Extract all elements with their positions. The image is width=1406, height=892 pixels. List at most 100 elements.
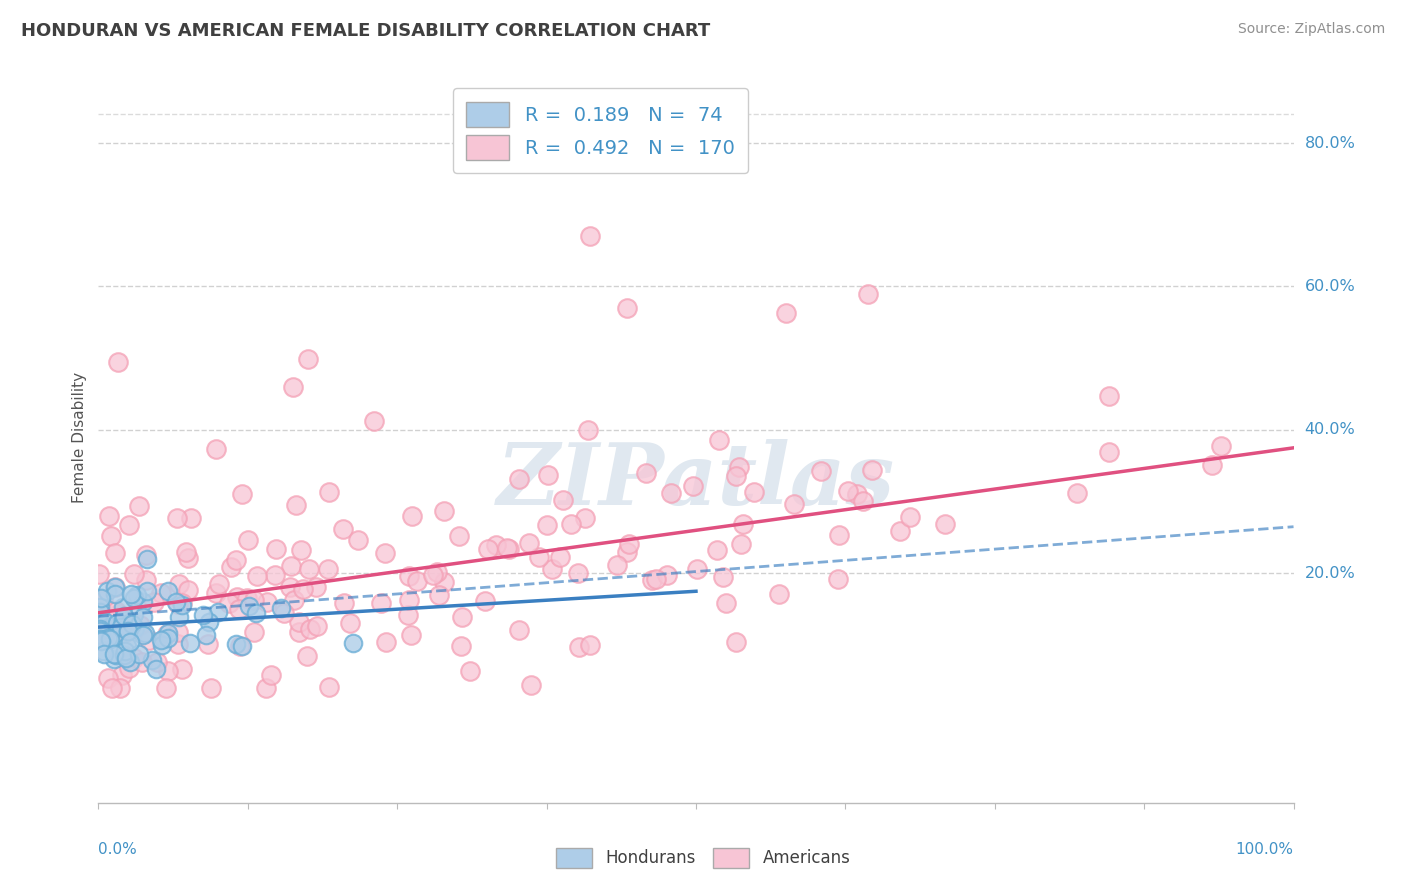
Point	[198, 615, 221, 630]
Point	[236, 591, 259, 605]
Point	[150, 638, 173, 652]
Point	[226, 591, 249, 605]
Point	[246, 569, 269, 583]
Point	[851, 494, 873, 508]
Point	[433, 504, 456, 518]
Point	[145, 655, 167, 669]
Point	[1201, 458, 1223, 472]
Point	[342, 636, 364, 650]
Point	[374, 546, 396, 560]
Point	[399, 628, 422, 642]
Point	[170, 598, 193, 612]
Point	[136, 584, 159, 599]
Point	[898, 509, 921, 524]
Point	[135, 551, 157, 566]
Point	[498, 541, 520, 556]
Point	[104, 546, 127, 560]
Point	[725, 635, 748, 649]
Point	[520, 678, 543, 692]
Point	[200, 681, 222, 695]
Point	[285, 498, 308, 512]
Point	[229, 640, 252, 654]
Point	[204, 586, 226, 600]
Point	[117, 624, 139, 638]
Point	[283, 593, 305, 607]
Point	[768, 587, 790, 601]
Point	[422, 568, 444, 582]
Point	[124, 621, 146, 635]
Text: 60.0%: 60.0%	[1305, 279, 1355, 294]
Point	[156, 627, 179, 641]
Point	[112, 648, 135, 662]
Point	[128, 499, 150, 513]
Point	[236, 533, 259, 547]
Text: ZIPatlas: ZIPatlas	[496, 439, 896, 523]
Point	[131, 655, 153, 669]
Y-axis label: Female Disability: Female Disability	[72, 371, 87, 503]
Point	[517, 536, 540, 550]
Point	[98, 632, 121, 646]
Point	[91, 611, 114, 625]
Point	[145, 662, 167, 676]
Point	[166, 510, 188, 524]
Point	[837, 484, 859, 499]
Point	[157, 631, 180, 645]
Point	[156, 626, 179, 640]
Point	[90, 633, 112, 648]
Point	[219, 559, 242, 574]
Point	[889, 524, 911, 538]
Point	[112, 608, 135, 623]
Point	[96, 616, 118, 631]
Point	[89, 606, 111, 620]
Point	[125, 588, 148, 602]
Point	[115, 639, 138, 653]
Point	[845, 487, 868, 501]
Point	[318, 680, 340, 694]
Point	[91, 643, 114, 657]
Point	[305, 581, 328, 595]
Point	[157, 584, 180, 599]
Point	[477, 542, 499, 557]
Point	[177, 582, 200, 597]
Point	[228, 602, 250, 616]
Point	[645, 572, 668, 586]
Text: 100.0%: 100.0%	[1236, 842, 1294, 856]
Point	[141, 653, 163, 667]
Point	[167, 637, 190, 651]
Point	[783, 497, 806, 511]
Point	[449, 529, 471, 543]
Point	[474, 594, 496, 608]
Point	[155, 681, 177, 695]
Point	[143, 595, 166, 609]
Point	[89, 632, 111, 647]
Point	[616, 545, 638, 559]
Point	[495, 541, 517, 556]
Point	[107, 629, 129, 643]
Point	[401, 508, 423, 523]
Point	[560, 516, 582, 531]
Point	[167, 597, 190, 611]
Point	[606, 558, 628, 573]
Point	[398, 593, 420, 607]
Point	[122, 566, 145, 581]
Point	[152, 632, 174, 646]
Point	[433, 575, 456, 590]
Point	[536, 518, 558, 533]
Point	[132, 610, 155, 624]
Point	[245, 607, 267, 621]
Point	[157, 664, 180, 678]
Point	[87, 567, 110, 582]
Point	[527, 550, 550, 565]
Point	[104, 580, 127, 594]
Point	[225, 553, 247, 567]
Point	[150, 633, 173, 648]
Point	[110, 620, 132, 634]
Point	[655, 568, 678, 582]
Point	[287, 624, 309, 639]
Point	[94, 615, 117, 629]
Point	[134, 625, 156, 640]
Point	[1097, 389, 1119, 403]
Point	[98, 508, 121, 523]
Point	[332, 522, 354, 536]
Point	[934, 517, 956, 532]
